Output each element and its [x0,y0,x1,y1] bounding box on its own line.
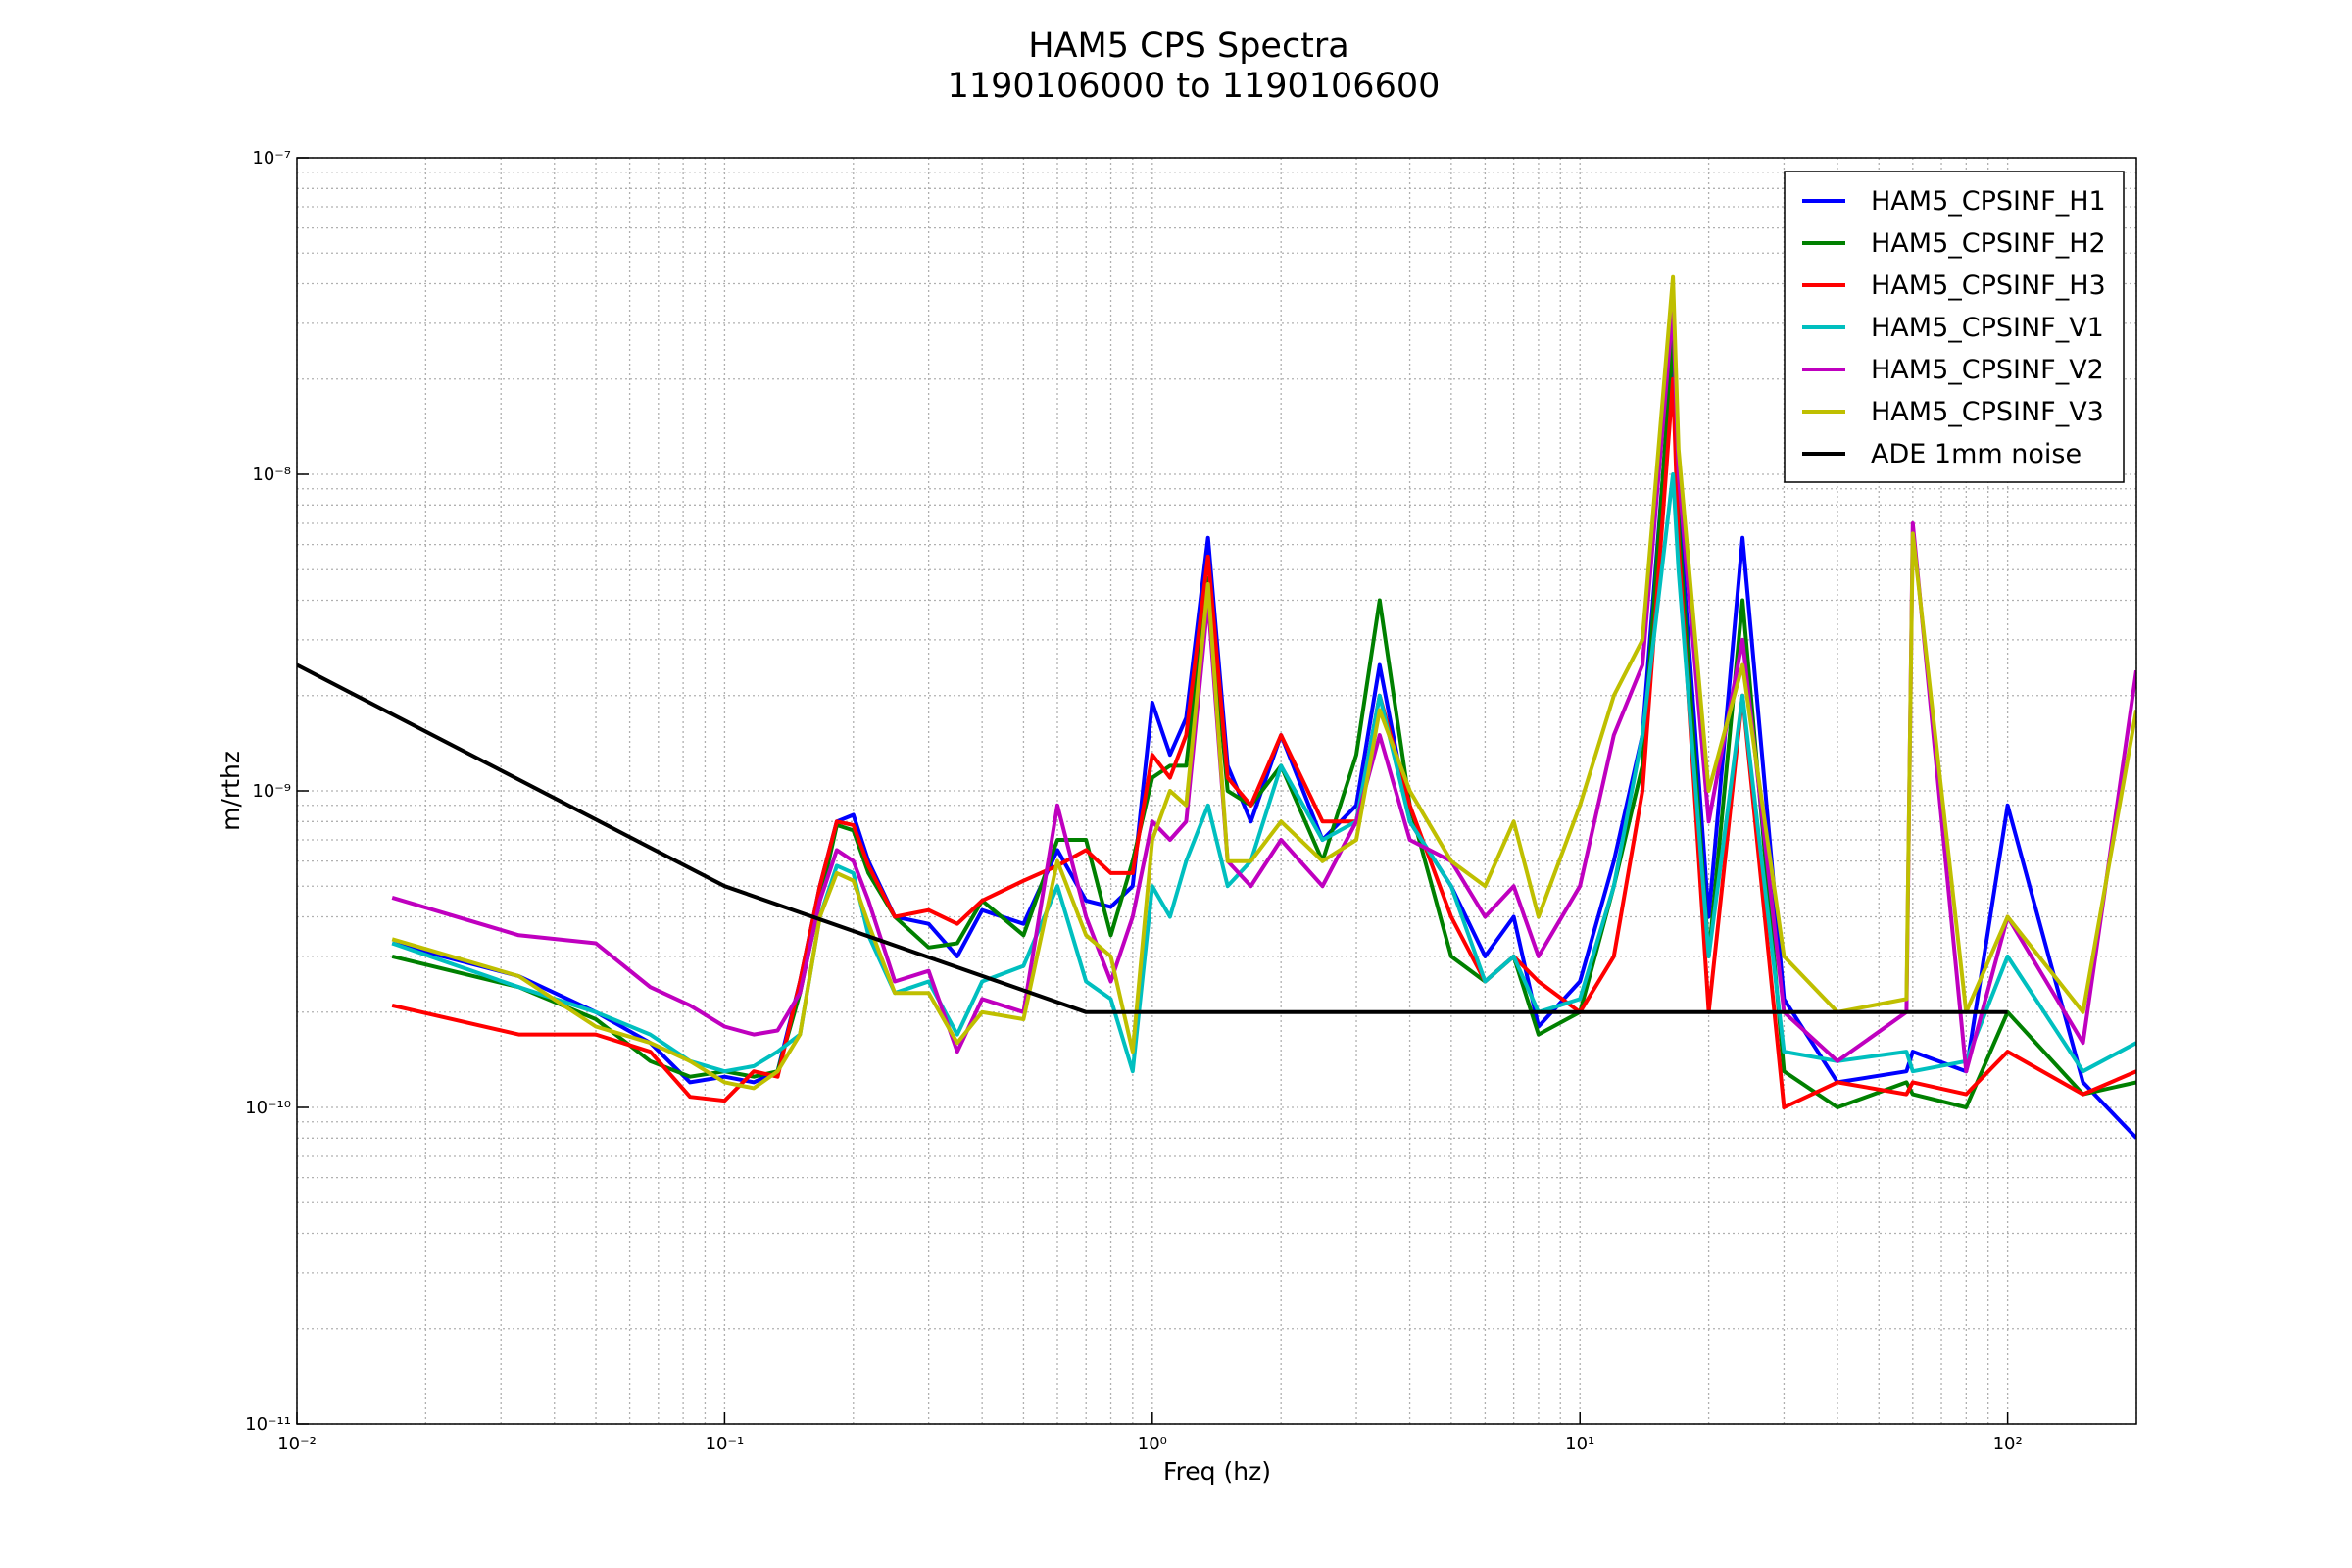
y-tick-label: 10⁻⁸ [252,465,291,485]
x-tick-label: 10² [1993,1434,2023,1454]
x-tick-label: 10⁻¹ [706,1434,745,1454]
y-axis-label: m/rthz [217,751,245,831]
legend-label: HAM5_CPSINF_V3 [1871,397,2104,427]
series-line [391,274,2136,1091]
legend-label: HAM5_CPSINF_H1 [1871,186,2106,217]
y-tick-label: 10⁻¹⁰ [245,1098,291,1118]
plot-frame [296,157,2137,1425]
legend-label: HAM5_CPSINF_H3 [1871,270,2106,301]
chart-subtitle: 1190106000 to 1190106600 [948,67,1441,106]
chart-title: HAM5 CPS Spectra [1028,26,1349,66]
legend-label: HAM5_CPSINF_V2 [1871,355,2104,385]
y-tick-label: 10⁻¹¹ [245,1414,291,1435]
legend-label: HAM5_CPSINF_H2 [1871,228,2106,259]
x-tick-label: 10⁻² [277,1434,317,1454]
series-line [391,376,2136,1109]
y-tick-label: 10⁻⁷ [252,148,291,169]
x-axis-label: Freq (hz) [1163,1457,1271,1486]
x-tick-label: 10⁰ [1138,1434,1167,1454]
series-line [297,662,2008,1014]
legend-label: ADE 1mm noise [1871,439,2082,469]
x-tick-label: 10¹ [1565,1434,1594,1454]
y-tick-label: 10⁻⁹ [252,781,291,802]
legend-label: HAM5_CPSINF_V1 [1871,313,2104,343]
